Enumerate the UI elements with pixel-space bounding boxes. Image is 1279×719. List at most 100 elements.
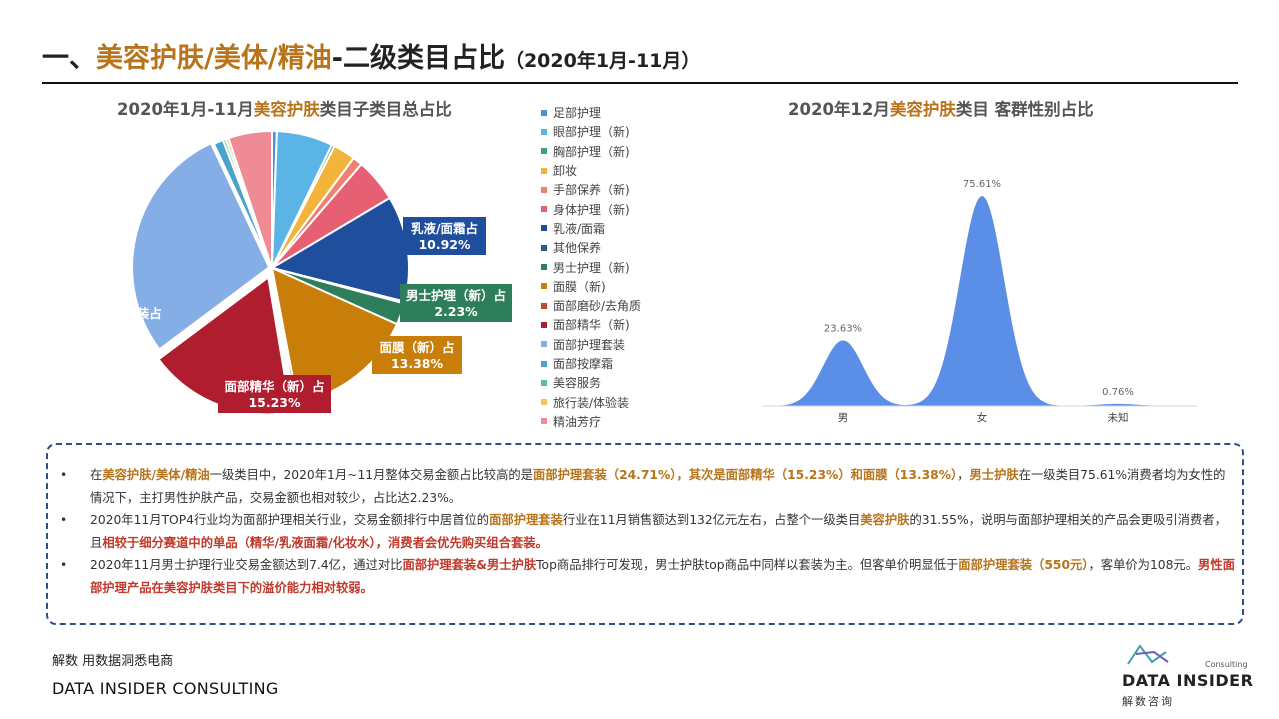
area-title-pre: 2020年12月: [788, 100, 890, 119]
pie-data-label-name: 面膜（新）占: [379, 340, 454, 355]
legend-swatch: [541, 302, 547, 309]
legend-swatch: [541, 399, 547, 406]
legend-swatch: [541, 225, 547, 232]
pie-data-label-name: 面部精华（新）占: [224, 379, 324, 394]
legend-item: 男士护理（新): [541, 257, 641, 276]
summary-text-segment: 美容护肤/美体/精油: [102, 468, 210, 482]
legend-label: 身体护理（新): [553, 202, 630, 217]
title-accent: 美容护肤/美体/精油: [96, 43, 332, 74]
legend-item: 旅行装/体验装: [541, 392, 641, 411]
legend-swatch: [541, 128, 547, 135]
summary-text-segment: 面部护理套装（24.71%），其次是面部精华（15.23%）和面膜（13.38%…: [532, 468, 958, 482]
legend-item: 面部磨砂/去角质: [541, 296, 641, 315]
pie-data-label-name: 乳液/面霜占: [411, 221, 478, 236]
legend-swatch: [541, 321, 547, 328]
area-chart-title: 2020年12月美容护肤类目 客群性别占比: [788, 96, 1094, 120]
legend-item: 乳液/面霜: [541, 219, 641, 238]
pie-title-accent: 美容护肤: [253, 100, 320, 119]
legend-item: 手部保养（新): [541, 180, 641, 199]
legend-item: 眼部护理（新): [541, 122, 641, 141]
legend-label: 精油芳疗: [553, 414, 602, 429]
legend-label: 乳液/面霜: [553, 221, 606, 236]
legend-label: 男士护理（新): [553, 260, 630, 275]
summary-text-segment: 面部护理套装&男士护肤: [402, 558, 537, 572]
summary-text-segment: 男士护肤: [969, 468, 1019, 482]
pie-data-label: 男士护理（新）占2.23%: [400, 284, 512, 322]
area-value-label: 23.63%: [824, 323, 862, 334]
gender-area: [762, 196, 1197, 406]
pie-data-label: 面膜（新）占13.38%: [372, 336, 462, 374]
pie-data-label-box: [403, 217, 486, 255]
legend-item: 胸部护理（新): [541, 142, 641, 161]
pie-data-label-value: 13.38%: [391, 356, 444, 371]
title-divider: [42, 82, 1238, 84]
summary-text-segment: 美容护肤: [860, 513, 910, 527]
summary-text-segment: 男性面部护理产品在美容护肤类目下的溢价能力相对较弱。: [90, 558, 1235, 595]
summary-list: 在美容护肤/美体/精油一级类目中，2020年1月~11月整体交易金额占比较高的是…: [56, 464, 1236, 599]
legend-item: 美容服务: [541, 373, 641, 392]
pie-slice: [227, 129, 273, 269]
legend-swatch: [541, 167, 547, 174]
legend-item: 面部护理套装: [541, 335, 641, 354]
pie-data-label-box: [218, 375, 331, 413]
title-prefix: 一、: [42, 43, 96, 74]
pie-data-label-box: [400, 284, 512, 322]
legend-item: 精油芳疗: [541, 412, 641, 431]
page-title: 一、美容护肤/美体/精油-二级类目占比（2020年1月-11月）: [42, 36, 700, 75]
legend-item: 足部护理: [541, 103, 641, 122]
legend-swatch: [541, 206, 547, 213]
title-main: -二级类目占比: [331, 43, 505, 74]
legend-label: 卸妆: [553, 164, 578, 179]
summary-text-segment: 相较于细分赛道中的单品（精华/乳液面霜/化妆水），消费者会优先购买组合套装。: [102, 535, 548, 550]
summary-text-segment: Top商品排行可发现，男士护肤top商品中同样以套装为主。但客单价明显低于: [536, 558, 959, 572]
legend-swatch: [541, 360, 547, 367]
pie-data-label-name: 男士护理（新）占: [406, 288, 506, 303]
area-title-post: 类目 客群性别占比: [955, 100, 1094, 119]
legend-label: 面部精华（新): [553, 318, 630, 333]
legend-swatch: [541, 186, 547, 193]
area-value-label: 75.61%: [963, 179, 1001, 190]
footer-tagline: 解数 用数据洞悉电商: [52, 654, 174, 669]
summary-text-segment: 2020年11月男士护理行业交易金额达到7.4亿，通过对比: [90, 558, 403, 572]
summary-text-segment: 面部护理套装（550元）: [958, 558, 1089, 572]
summary-bullet-3-text: 2020年11月男士护理行业交易金额达到7.4亿，通过对比面部护理套装&男士护肤…: [90, 558, 1235, 595]
pie-chart-title: 2020年1月-11月美容护肤类目子类目总占比: [117, 96, 452, 120]
summary-text-segment: 的31.55%，说明与面部护理相关的产品会更吸引消费者，且: [90, 513, 1227, 550]
legend-label: 手部保养（新): [553, 183, 630, 198]
gender-area-chart: 23.63% 男 75.61% 女 0.76% 未知: [762, 179, 1197, 424]
pie-data-label-value: 10.92%: [418, 237, 471, 252]
legend-item: 面部精华（新): [541, 315, 641, 334]
legend-label: 面部按摩霜: [553, 357, 614, 371]
legend-label: 足部护理: [553, 106, 602, 121]
summary-bullet-1-text: 在美容护肤/美体/精油一级类目中，2020年1月~11月整体交易金额占比较高的是…: [90, 468, 1225, 505]
summary-bullet-1: 在美容护肤/美体/精油一级类目中，2020年1月~11月整体交易金额占比较高的是…: [56, 464, 1236, 509]
legend-swatch: [541, 148, 547, 155]
area-title-accent: 美容护肤: [889, 100, 956, 119]
x-tick-label: 女: [977, 411, 988, 424]
legend-item: 面膜（新): [541, 277, 641, 296]
logo-name: DATA INSIDER: [1122, 671, 1254, 690]
legend-item: 面部按摩霜: [541, 354, 641, 373]
summary-bullet-2: 2020年11月TOP4行业均为面部护理相关行业，交易金额排行中居首位的面部护理…: [56, 509, 1236, 554]
legend-swatch: [541, 109, 547, 116]
summary-text-segment: 2020年11月TOP4行业均为面部护理相关行业，交易金额排行中居首位的: [90, 513, 490, 527]
logo-consulting-label: Consulting: [1205, 660, 1248, 669]
summary-text-segment: ，客单价为108元。: [1088, 558, 1199, 572]
legend-swatch: [541, 283, 547, 290]
legend-label: 眼部护理（新): [553, 125, 630, 140]
summary-text-segment: 行业在11月销售额达到132亿元左右，占整个一级类目: [562, 513, 861, 527]
summary-text-segment: 在: [90, 468, 103, 482]
legend-label: 面膜（新): [553, 279, 606, 294]
legend-swatch: [541, 418, 547, 425]
legend-item: 其他保养: [541, 238, 641, 257]
pie-slice: [131, 141, 271, 351]
logo-cn-name: 解数咨询: [1122, 695, 1174, 708]
legend-label: 面部护理套装: [553, 337, 626, 352]
legend-label: 其他保养: [553, 241, 602, 256]
legend-swatch: [541, 244, 547, 251]
pie-title-post: 类目子类目总占比: [319, 100, 452, 119]
pie-legend: 足部护理眼部护理（新) 胸部护理（新) 卸妆手部保养（新) 身体护理（新) 乳液/面霜其…: [541, 103, 641, 431]
